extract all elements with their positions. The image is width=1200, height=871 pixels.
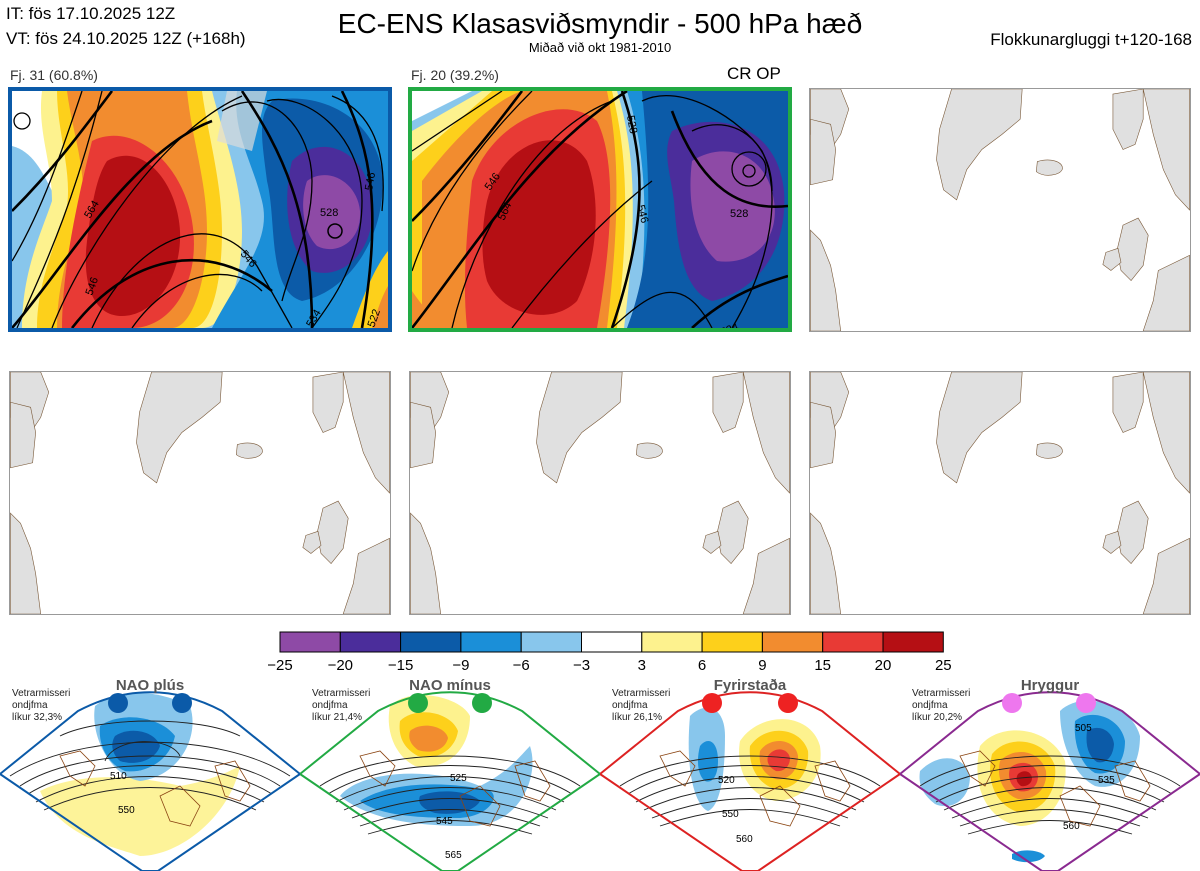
- regime-nao-plus: 510 550 NAO plús Vetrarmisseri ondjfma l…: [0, 676, 300, 871]
- regime-name: Fyrirstaða: [713, 677, 787, 694]
- colorbar-segment: [279, 631, 341, 653]
- empty-cluster-map-5: [409, 371, 791, 615]
- contour-label: 560: [736, 834, 753, 845]
- regime-dot: [472, 693, 492, 713]
- regime-note: Vetrarmisseri ondjfma líkur 26,1%: [612, 688, 671, 723]
- colorbar-segment: [761, 631, 824, 653]
- contour-label: 546: [84, 276, 102, 297]
- regime-nao-minus: 525 545 565 NAO mínus Vetrarmisseri ondj…: [300, 676, 600, 871]
- contour-label: 560: [1063, 821, 1080, 832]
- colorbar-segment: [641, 631, 703, 653]
- contour-label: 545: [436, 816, 453, 827]
- operational-marker: CR OP: [727, 64, 781, 83]
- contour-label: 528: [730, 208, 748, 220]
- cluster-1-label: Fj. 31 (60.8%): [10, 67, 98, 83]
- colorbar-tick-label: 9: [758, 657, 766, 674]
- colorbar-segment: [701, 631, 763, 653]
- cluster-1-map: 546 564 546 528 546 534 522: [8, 87, 392, 332]
- contour-label: 546: [634, 204, 650, 225]
- regime-note: Vetrarmisseri ondjfma líkur 21,4%: [312, 688, 371, 723]
- empty-cluster-map-4: [9, 371, 391, 615]
- regime-dot: [778, 693, 798, 713]
- colorbar-segment: [822, 631, 884, 653]
- regime-dot: [1002, 693, 1022, 713]
- colorbar-segment: [520, 631, 583, 653]
- regime-note: Vetrarmisseri ondjfma líkur 20,2%: [912, 688, 971, 723]
- contour-label: 565: [445, 850, 462, 861]
- colorbar-tick-label: 15: [814, 657, 831, 674]
- cluster-2-label: Fj. 20 (39.2%): [411, 67, 499, 83]
- regime-note: Vetrarmisseri ondjfma líkur 32,3%: [12, 688, 71, 723]
- colorbar-tick-label: −6: [513, 657, 530, 674]
- regime-blocking: 520 550 560 Fyrirstaða Vetrarmisseri ond…: [600, 676, 900, 871]
- contour-label: 525: [450, 773, 467, 784]
- colorbar-tick-label: −15: [388, 657, 413, 674]
- colorbar-tick-label: −20: [328, 657, 353, 674]
- colorbar-tick-label: 6: [698, 657, 706, 674]
- regime-dot: [702, 693, 722, 713]
- initial-time: IT: fös 17.10.2025 12Z: [6, 4, 176, 23]
- regime-dot: [408, 693, 428, 713]
- regime-dot: [1076, 693, 1096, 713]
- regime-dot: [172, 693, 192, 713]
- contour-label: 534: [719, 321, 740, 328]
- contour-label: 520: [718, 775, 735, 786]
- contour-label: 528: [320, 207, 338, 219]
- colorbar-tick-label: −3: [573, 657, 590, 674]
- colorbar-segment: [460, 631, 522, 653]
- contour-label: 510: [110, 771, 127, 782]
- regime-name: NAO plús: [115, 677, 185, 694]
- contour-label: 546: [363, 171, 378, 191]
- climatology-subtitle: Miðað við okt 1981-2010: [528, 40, 672, 55]
- regime-ridge: 505 535 560 Hryggur Vetrarmisseri ondjfm…: [900, 676, 1200, 871]
- contour-label: 550: [722, 809, 739, 820]
- page-title: EC-ENS Klasasviðsmyndir - 500 hPa hæð: [337, 8, 863, 39]
- colorbar-segment: [882, 631, 944, 653]
- empty-cluster-map-3: [809, 88, 1191, 332]
- colorbar-segment: [400, 631, 462, 653]
- regime-dot: [108, 693, 128, 713]
- contour-label: 505: [1075, 723, 1092, 734]
- empty-cluster-map-6: [809, 371, 1191, 615]
- cluster-2-map: 528 546 564 546 528 534: [408, 87, 792, 332]
- contour-label: 550: [118, 805, 135, 816]
- colorbar-tick-label: 3: [638, 657, 646, 674]
- colorbar-tick-label: −9: [452, 657, 469, 674]
- colorbar-segment: [581, 631, 643, 653]
- colorbar-tick-label: 25: [935, 657, 952, 674]
- contour-label: 522: [366, 308, 384, 328]
- colorbar-tick-label: −25: [267, 657, 292, 674]
- cluster-window-label: Flokkunargluggi t+120-168: [990, 30, 1192, 49]
- contour-label: 535: [1098, 775, 1115, 786]
- anomaly-colorbar: −25 −20 −15 −9 −6 −3 3 6 9 15 20 25: [267, 631, 952, 674]
- valid-time: VT: fös 24.10.2025 12Z (+168h): [6, 29, 246, 48]
- colorbar-segment: [339, 631, 402, 653]
- regime-name: NAO mínus: [409, 677, 491, 694]
- colorbar-tick-label: 20: [875, 657, 892, 674]
- contour-label: 528: [624, 114, 639, 134]
- regime-name: Hryggur: [1020, 677, 1080, 694]
